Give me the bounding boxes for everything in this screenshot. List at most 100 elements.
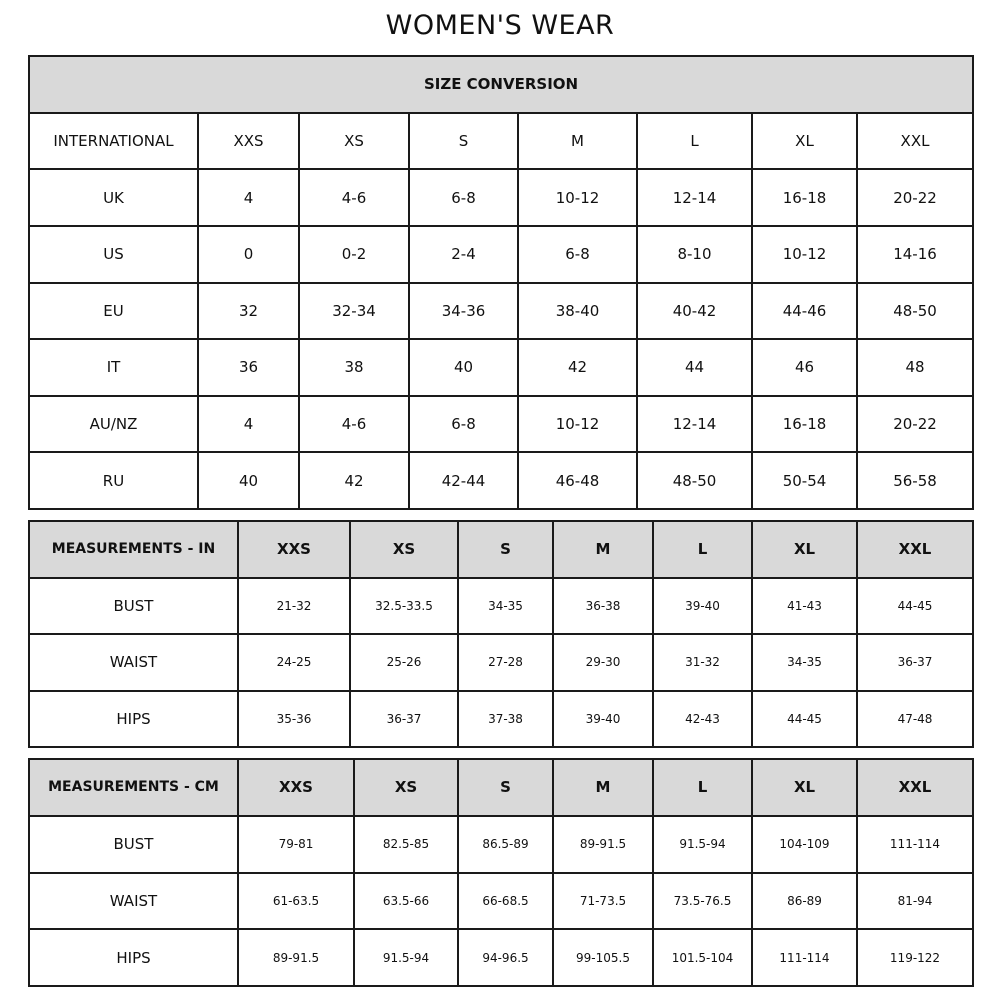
table-cell: 42 bbox=[517, 338, 638, 397]
table-cell: 44-46 bbox=[751, 281, 858, 341]
table-cell: 89-91.5 bbox=[552, 814, 654, 874]
size-column-header: M bbox=[517, 111, 638, 171]
size-conversion-table: SIZE CONVERSION INTERNATIONAL XXS XS S M L XL X… bbox=[27, 55, 975, 510]
table-row: EU 32 32-34 34-36 38-40 40-42 44-46 48-50 bbox=[28, 281, 975, 341]
row-label: US bbox=[28, 224, 199, 284]
table-cell: 20-22 bbox=[855, 394, 975, 454]
table-cell: 66-68.5 bbox=[457, 871, 554, 931]
table-cell: 16-18 bbox=[751, 394, 858, 454]
size-column-header: L bbox=[636, 111, 753, 171]
table-cell: 119-122 bbox=[856, 928, 974, 987]
table-cell: 86.5-89 bbox=[457, 814, 554, 874]
table-cell: 10-12 bbox=[517, 394, 638, 454]
row-label: UK bbox=[28, 168, 199, 227]
table-cell: 0-2 bbox=[298, 224, 410, 284]
table-cell: 6-8 bbox=[408, 394, 519, 454]
header-row: MEASUREMENTS - CM XXS XS S M L XL XXL bbox=[28, 758, 974, 817]
table-row: AU/NZ 4 4-6 6-8 10-12 12-14 16-18 20-22 bbox=[28, 394, 975, 454]
table-cell: 27-28 bbox=[457, 633, 554, 692]
table-cell: 40-42 bbox=[636, 281, 753, 341]
size-column-header: L bbox=[652, 758, 753, 817]
header-row: MEASUREMENTS - IN XXS XS S M L XL XXL bbox=[28, 520, 974, 579]
table-row: US 0 0-2 2-4 6-8 8-10 10-12 14-16 bbox=[28, 224, 975, 284]
row-label-header: MEASUREMENTS - CM bbox=[28, 758, 239, 817]
size-column-header: XXS bbox=[197, 111, 300, 171]
table-cell: 25-26 bbox=[349, 633, 459, 692]
table-cell: 111-114 bbox=[751, 928, 858, 987]
size-column-header: M bbox=[552, 520, 654, 579]
table-cell: 39-40 bbox=[652, 576, 753, 635]
table-cell: 104-109 bbox=[751, 814, 858, 874]
measurements-cm-table: MEASUREMENTS - CM XXS XS S M L XL XXL BUST 79-81 8… bbox=[28, 758, 974, 987]
table-cell: 36-38 bbox=[552, 576, 654, 635]
table-cell: 32 bbox=[197, 281, 300, 341]
table-cell: 21-32 bbox=[237, 576, 351, 635]
table-cell: 4-6 bbox=[298, 168, 410, 227]
table-cell: 8-10 bbox=[636, 224, 753, 284]
table-cell: 34-35 bbox=[751, 633, 858, 692]
row-label: BUST bbox=[28, 814, 239, 874]
table-cell: 91.5-94 bbox=[353, 928, 459, 987]
row-label: IT bbox=[28, 338, 199, 397]
table-cell: 42-44 bbox=[408, 451, 519, 510]
table-cell: 42-43 bbox=[652, 689, 753, 748]
table-cell: 46 bbox=[751, 338, 858, 397]
table-cell: 10-12 bbox=[517, 168, 638, 227]
table-row: WAIST 24-25 25-26 27-28 29-30 31-32 34-35 36-37 bbox=[28, 633, 974, 692]
size-column-header: S bbox=[408, 111, 519, 171]
table-row: HIPS 35-36 36-37 37-38 39-40 42-43 44-45 47-48 bbox=[28, 689, 974, 748]
table-cell: 63.5-66 bbox=[353, 871, 459, 931]
table-cell: 4-6 bbox=[298, 394, 410, 454]
table-cell: 94-96.5 bbox=[457, 928, 554, 987]
size-column-header: XXL bbox=[856, 520, 974, 579]
table-cell: 4 bbox=[197, 394, 300, 454]
table-cell: 73.5-76.5 bbox=[652, 871, 753, 931]
row-label: WAIST bbox=[28, 633, 239, 692]
table-cell: 81-94 bbox=[856, 871, 974, 931]
table-cell: 20-22 bbox=[855, 168, 975, 227]
table-cell: 34-36 bbox=[408, 281, 519, 341]
table-cell: 38 bbox=[298, 338, 410, 397]
size-column-header: XS bbox=[349, 520, 459, 579]
table-cell: 86-89 bbox=[751, 871, 858, 931]
table-row: UK 4 4-6 6-8 10-12 12-14 16-18 20-22 bbox=[28, 168, 975, 227]
table-cell: 41-43 bbox=[751, 576, 858, 635]
size-column-header: XXS bbox=[237, 758, 355, 817]
row-label: HIPS bbox=[28, 928, 239, 987]
table-cell: 29-30 bbox=[552, 633, 654, 692]
size-column-header: XL bbox=[751, 520, 858, 579]
table-cell: 71-73.5 bbox=[552, 871, 654, 931]
table-cell: 56-58 bbox=[855, 451, 975, 510]
table-row: HIPS 89-91.5 91.5-94 94-96.5 99-105.5 101.5-1… bbox=[28, 928, 974, 987]
table-cell: 32.5-33.5 bbox=[349, 576, 459, 635]
table-cell: 36-37 bbox=[856, 633, 974, 692]
table-cell: 39-40 bbox=[552, 689, 654, 748]
table-cell: 31-32 bbox=[652, 633, 753, 692]
row-label: RU bbox=[28, 451, 199, 510]
size-column-header: XS bbox=[298, 111, 410, 171]
table-cell: 61-63.5 bbox=[237, 871, 355, 931]
table-cell: 32-34 bbox=[298, 281, 410, 341]
table-cell: 82.5-85 bbox=[353, 814, 459, 874]
table-cell: 36-37 bbox=[349, 689, 459, 748]
row-label-header: INTERNATIONAL bbox=[28, 111, 199, 171]
table-cell: 111-114 bbox=[856, 814, 974, 874]
table-cell: 101.5-104 bbox=[652, 928, 753, 987]
size-conversion-heading: SIZE CONVERSION bbox=[27, 55, 975, 114]
size-column-header: XXL bbox=[856, 758, 974, 817]
table-cell: 35-36 bbox=[237, 689, 351, 748]
size-column-header: XL bbox=[751, 111, 858, 171]
table-cell: 2-4 bbox=[408, 224, 519, 284]
row-label: WAIST bbox=[28, 871, 239, 931]
table-row: BUST 79-81 82.5-85 86.5-89 89-91.5 91.5-94 104… bbox=[28, 814, 974, 874]
measurements-in-table: MEASUREMENTS - IN XXS XS S M L XL XXL BUST 21-32 3… bbox=[28, 520, 974, 748]
table-cell: 42 bbox=[298, 451, 410, 510]
table-cell: 12-14 bbox=[636, 394, 753, 454]
table-cell: 99-105.5 bbox=[552, 928, 654, 987]
table-row: IT 36 38 40 42 44 46 48 bbox=[28, 338, 975, 397]
size-column-header: XL bbox=[751, 758, 858, 817]
table-cell: 10-12 bbox=[751, 224, 858, 284]
table-row: RU 40 42 42-44 46-48 48-50 50-54 56-58 bbox=[28, 451, 975, 510]
table-cell: 14-16 bbox=[855, 224, 975, 284]
size-column-header: XXL bbox=[855, 111, 975, 171]
